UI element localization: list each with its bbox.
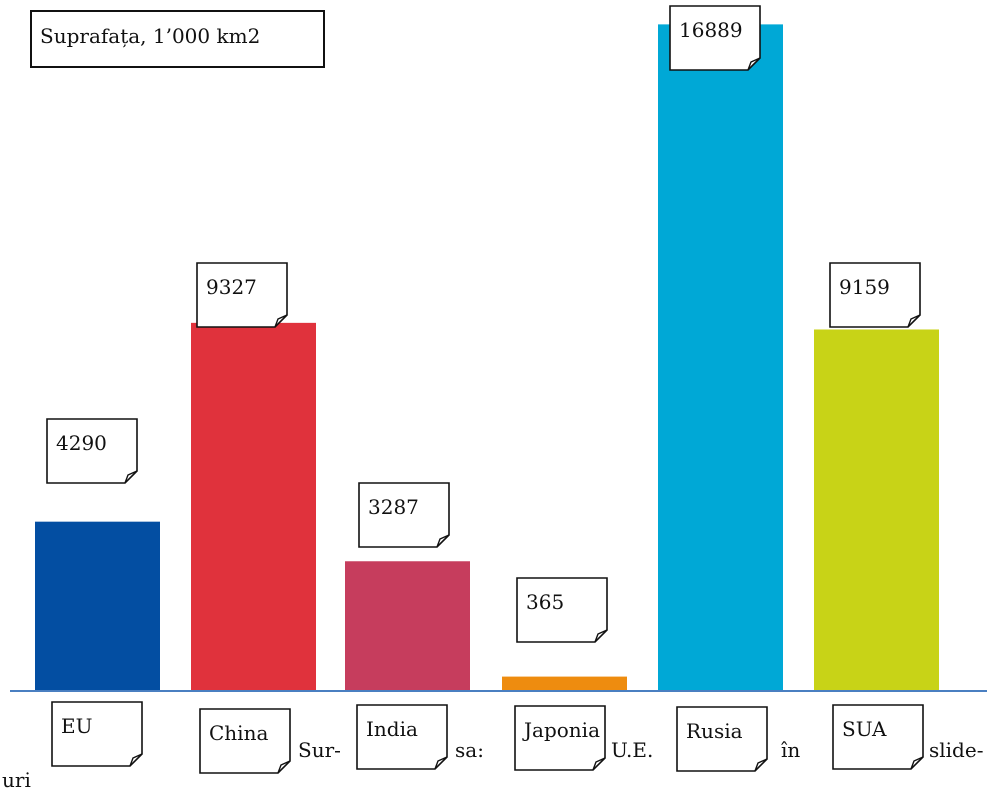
- value-label-india: 3287: [358, 482, 450, 548]
- note-frame-icon: [46, 418, 138, 484]
- chart-title: Suprafața, 1’000 km2: [40, 24, 261, 48]
- note-frame-icon: [514, 705, 606, 771]
- note-frame-icon: [829, 262, 921, 328]
- note-frame-icon: [356, 704, 448, 770]
- value-label-china-text: 9327: [206, 275, 257, 299]
- stray-text-2: U.E.: [611, 738, 654, 762]
- category-label-china-text: China: [209, 721, 269, 745]
- note-frame-icon: [516, 577, 608, 643]
- category-label-eu-text: EU: [61, 714, 93, 738]
- category-label-sua: SUA: [832, 704, 924, 770]
- note-frame-icon: [669, 5, 761, 71]
- value-label-japonia-text: 365: [526, 590, 565, 614]
- category-label-japonia: Japonia: [514, 705, 606, 771]
- value-label-eu: 4290: [46, 418, 138, 484]
- bar-china: [191, 322, 316, 691]
- category-label-sua-text: SUA: [842, 717, 887, 741]
- note-frame-icon: [196, 262, 288, 328]
- note-frame-icon: [676, 706, 768, 772]
- chart-title-box: Suprafața, 1’000 km2: [30, 10, 325, 68]
- note-frame-icon: [832, 704, 924, 770]
- stray-text-1: sa:: [455, 738, 484, 762]
- bar-eu: [35, 521, 160, 691]
- value-label-japonia: 365: [516, 577, 608, 643]
- category-label-japonia-text: Japonia: [524, 718, 600, 742]
- category-label-eu: EU: [51, 701, 143, 767]
- stray-text-4: slide-: [929, 738, 984, 762]
- bar-india: [345, 561, 470, 691]
- note-frame-icon: [358, 482, 450, 548]
- value-label-eu-text: 4290: [56, 431, 107, 455]
- stray-text-0: Sur-: [298, 738, 341, 762]
- value-label-rusia-text: 16889: [679, 18, 743, 42]
- category-label-rusia: Rusia: [676, 706, 768, 772]
- category-label-india-text: India: [366, 717, 418, 741]
- category-label-china: China: [199, 708, 291, 774]
- value-label-rusia: 16889: [669, 5, 761, 71]
- value-label-india-text: 3287: [368, 495, 419, 519]
- category-label-rusia-text: Rusia: [686, 719, 743, 743]
- stray-text-3: în: [781, 738, 801, 762]
- value-label-sua: 9159: [829, 262, 921, 328]
- bar-japonia: [502, 676, 627, 691]
- value-label-china: 9327: [196, 262, 288, 328]
- stray-text-5: uri: [2, 768, 31, 792]
- value-label-sua-text: 9159: [839, 275, 890, 299]
- note-frame-icon: [199, 708, 291, 774]
- note-frame-icon: [51, 701, 143, 767]
- bar-sua: [814, 329, 939, 691]
- category-label-india: India: [356, 704, 448, 770]
- bar-rusia: [658, 24, 783, 692]
